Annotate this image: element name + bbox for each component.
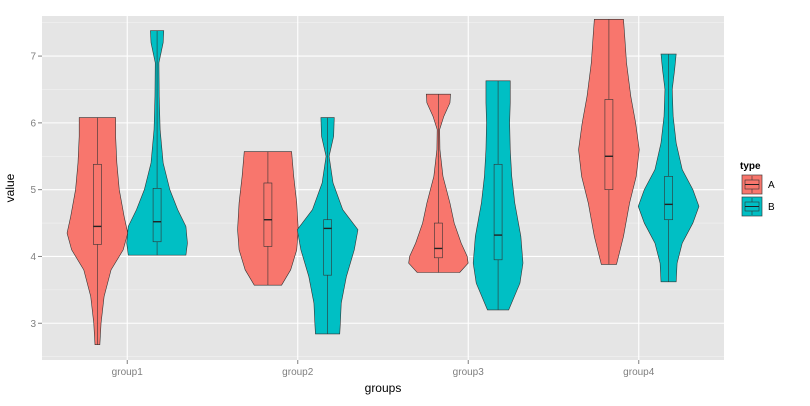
violin-B-group3 bbox=[472, 80, 524, 311]
y-tick-label: 5 bbox=[30, 185, 36, 196]
violin-B-group1 bbox=[126, 30, 188, 256]
violin-box bbox=[323, 219, 332, 276]
violin-B-group2 bbox=[296, 117, 359, 335]
y-axis-title: value bbox=[3, 173, 17, 202]
legend-entry-B: B bbox=[740, 195, 775, 218]
violin-box bbox=[493, 163, 503, 261]
y-axis: 3 4 5 6 7 bbox=[30, 52, 42, 330]
y-tick-label: 7 bbox=[30, 52, 36, 63]
violin-box bbox=[152, 188, 162, 243]
y-tick-label: 4 bbox=[30, 252, 36, 263]
legend-label: A bbox=[768, 180, 775, 191]
x-axis: group1 group2 group3 group4 bbox=[112, 360, 655, 378]
violin-box bbox=[434, 222, 443, 259]
legend-label: B bbox=[768, 202, 775, 213]
legend-title: type bbox=[740, 161, 761, 172]
violin-box bbox=[93, 163, 102, 245]
y-tick-label: 3 bbox=[30, 319, 36, 330]
violin-layer bbox=[66, 19, 700, 345]
legend-entry-A: A bbox=[740, 173, 775, 196]
legend: type AB bbox=[740, 161, 775, 218]
y-tick-label: 6 bbox=[30, 118, 36, 129]
x-tick-label: group1 bbox=[112, 367, 144, 378]
x-tick-label: group2 bbox=[282, 367, 314, 378]
violin-box bbox=[263, 182, 273, 247]
violin-B-group4 bbox=[637, 53, 700, 283]
violin-A-group3 bbox=[408, 93, 469, 273]
violin-box bbox=[664, 176, 673, 221]
x-axis-title: groups bbox=[365, 381, 402, 395]
x-tick-label: group4 bbox=[623, 367, 655, 378]
violin-A-group4 bbox=[578, 19, 640, 265]
violin-A-group1 bbox=[66, 117, 129, 345]
violin-box bbox=[604, 99, 614, 190]
x-tick-label: group3 bbox=[453, 367, 485, 378]
violin-A-group2 bbox=[237, 151, 299, 286]
